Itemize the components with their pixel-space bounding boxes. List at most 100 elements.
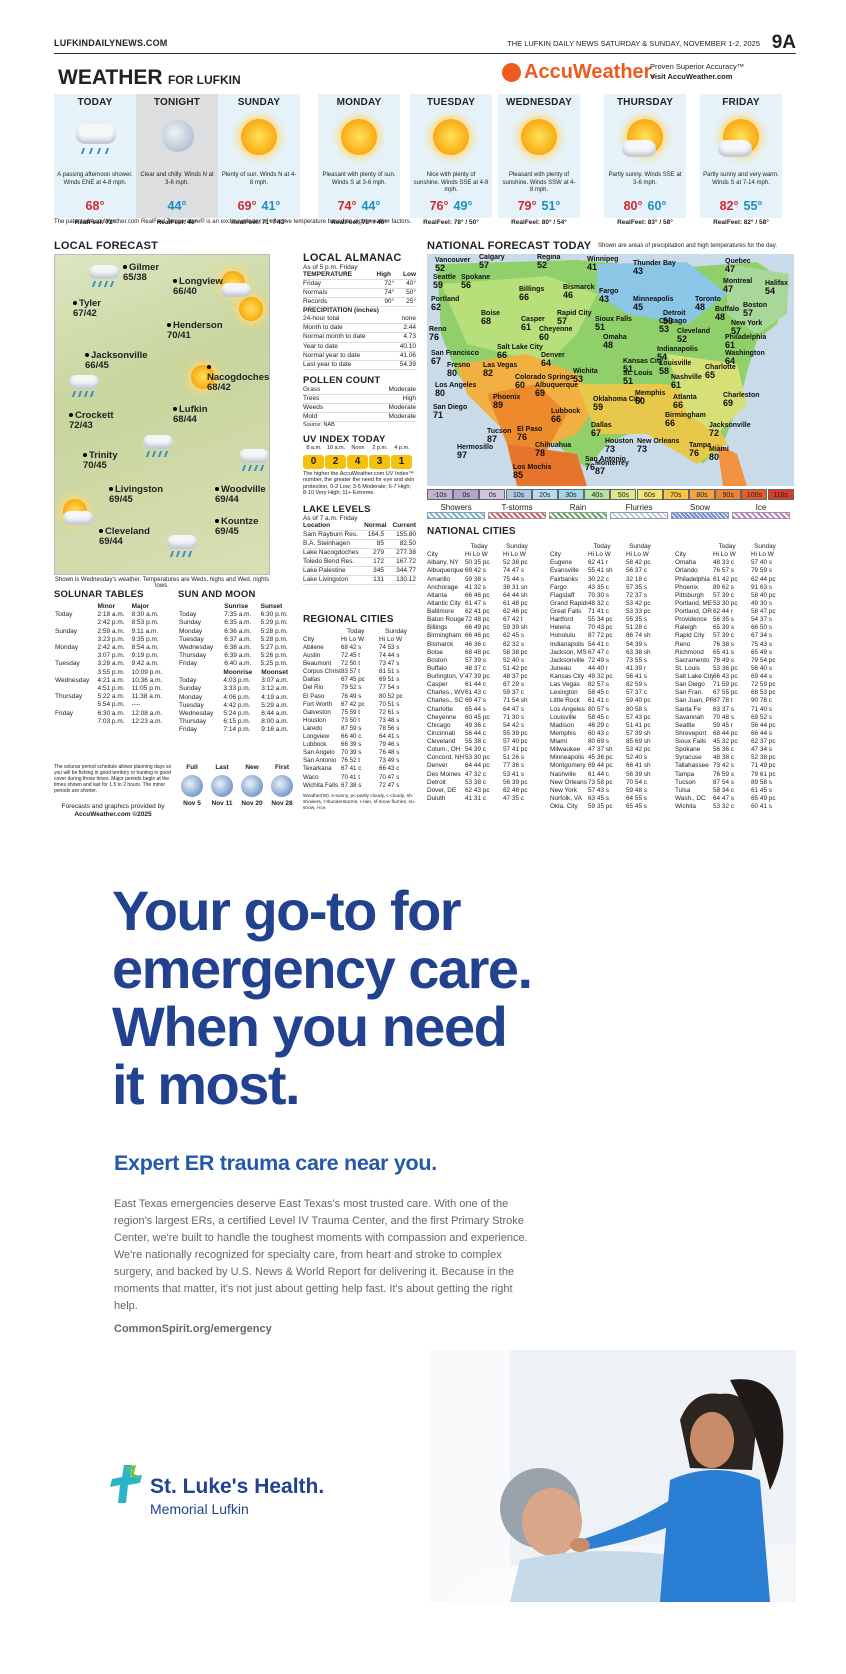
- solunar-minor: 5:54 p.m.: [97, 701, 125, 709]
- national-city-name: Wichita: [675, 803, 696, 810]
- national-today: 56 44 c: [465, 729, 486, 737]
- raindrop: [259, 465, 265, 471]
- temp-scale-12: 100s: [741, 489, 768, 500]
- national-city-row: Helena 70 43 pc 51 28 c: [550, 624, 659, 632]
- national-city-name: Charles., SC: [427, 697, 464, 705]
- realfeel: RealFeel: 72°: [74, 219, 116, 226]
- regional-row: Dallas 67 45 pc 69 51 s: [303, 676, 421, 684]
- national-city-name: Spokane: [675, 746, 701, 754]
- national-city-row: Duluth 41 31 c 47 35 c: [427, 795, 536, 803]
- regional-city: Beaumont: [303, 660, 332, 668]
- national-city-row: Madison 46 29 c 51 41 pc: [550, 722, 659, 730]
- map-city-name: Fresno: [447, 362, 471, 369]
- local-city-name: Tyler: [73, 299, 101, 309]
- raindrop: [145, 451, 151, 457]
- precip-swatch-showers: [427, 512, 485, 519]
- regional-city: Abilene: [303, 644, 324, 651]
- city-col: City: [427, 551, 439, 559]
- national-city-row: Boise 68 48 pc 58 38 pc: [427, 649, 536, 657]
- solunar-major: 11:38 a.m.: [131, 693, 162, 701]
- solunar-row: Today 2:18 a.m. 8:30 a.m.: [54, 611, 169, 619]
- map-city-name: Detroit: [663, 310, 686, 317]
- map-city-name: Casper: [521, 316, 545, 323]
- map-city-denver: Denver 64: [541, 352, 565, 368]
- almanac-temp-row: Records 90° 25°: [303, 298, 416, 308]
- rain-cloud-icon: [85, 261, 121, 293]
- solunar-title: SOLUNAR TABLES: [54, 589, 144, 600]
- rain-cloud-icon: [235, 445, 269, 477]
- national-today: 59 45 r: [713, 721, 733, 729]
- national-city-row: Providence 56 35 s 54 37 s: [675, 616, 784, 624]
- map-city-dallas: Dallas 67: [591, 422, 612, 438]
- realfeel: RealFeel: 78° / 50°: [423, 219, 479, 226]
- moon-phase-icon: [241, 775, 263, 797]
- raindrop: [96, 148, 102, 154]
- national-city-row: Great Falls 71 41 c 53 33 pc: [550, 608, 659, 616]
- pollen-title: POLLEN COUNT: [303, 374, 381, 386]
- spacer: [303, 628, 347, 636]
- solunar-major-header: Major: [131, 603, 149, 610]
- national-today: 53 30 pc: [713, 599, 738, 607]
- local-city-name: Cleveland: [99, 527, 150, 537]
- national-sunday: 63 38 sh: [626, 648, 651, 656]
- national-city-name: New Orleans: [550, 778, 587, 786]
- national-sunday: 77 36 s: [503, 762, 524, 770]
- map-city-name: Spokane: [461, 274, 491, 281]
- site-name[interactable]: LUFKINDAILYNEWS.COM: [54, 38, 168, 48]
- local-city-cleveland: Cleveland 69/44: [99, 527, 150, 547]
- national-city-name: Dover, DE: [427, 786, 457, 794]
- map-city-quebec: Quebec 47: [725, 258, 751, 274]
- solunar-major: 12:23 a.m.: [131, 717, 163, 725]
- forecast-day-description: Nice with plenty of sunshine. Winds SSE …: [413, 172, 489, 193]
- national-sunday: 38 31 sn: [503, 583, 528, 591]
- national-city-row: Chicago 49 36 c 54 42 s: [427, 722, 536, 730]
- national-sunday: 71 49 pc: [751, 762, 776, 770]
- map-city-temp: 48: [695, 302, 706, 312]
- regional-col-header: City Hi Lo W Hi Lo W: [303, 636, 421, 644]
- map-city-name: San Diego: [433, 404, 468, 411]
- map-city-lubbock: Lubbock 66: [551, 408, 580, 424]
- national-city-row: Salt Lake City 66 43 pc 69 44 s: [675, 673, 784, 681]
- national-city-row: Shreveport 68 44 pc 66 44 s: [675, 730, 784, 738]
- forecast-day-temps: 44°: [136, 199, 218, 213]
- local-city-name: Gilmer: [123, 263, 159, 273]
- almanac-precip-row: Normal month to date 4.73: [303, 333, 416, 343]
- uv-value: 0: [303, 454, 324, 469]
- moon-phase-icon: [211, 775, 233, 797]
- map-city-name: Boise: [481, 310, 501, 317]
- national-today: 76 59 s: [713, 770, 734, 778]
- solunar-major: 9:11 a.m.: [131, 627, 159, 635]
- moon-phase-new: New Nov 20: [238, 764, 266, 807]
- national-city-row: Fargo 43 35 c 57 35 s: [550, 584, 659, 592]
- national-forecast-title: NATIONAL FORECAST TODAY: [427, 240, 592, 252]
- map-city-boise: Boise 68: [481, 310, 500, 326]
- map-city-temp: 60: [635, 396, 646, 406]
- national-sunday: 51 28 c: [626, 624, 647, 632]
- map-city-boston: Boston 57: [743, 302, 767, 318]
- national-city-name: Atlantic City: [427, 599, 461, 607]
- regional-sunday: 72 61 s: [379, 708, 400, 716]
- regional-today: 76 49 s: [341, 692, 362, 700]
- moon-row: Tuesday 4:42 p.m. 5:29 a.m.: [178, 702, 296, 710]
- ad-url[interactable]: CommonSpirit.org/emergency: [114, 1323, 272, 1335]
- pollen-row: Trees High: [303, 395, 416, 405]
- national-city-row: Anchorage 41 32 s 38 31 sn: [427, 584, 536, 592]
- map-city-new-york: New York 57: [731, 320, 762, 336]
- city-dot: [85, 353, 89, 358]
- solunar-minor: 4:21 a.m.: [97, 676, 125, 684]
- map-city-temp: 69: [723, 398, 734, 408]
- regional-sunday: 76 48 s: [379, 749, 400, 757]
- sun-shape: [521, 119, 557, 155]
- national-today: 73 58 pc: [588, 778, 613, 786]
- local-city-name: Henderson: [167, 321, 223, 331]
- regional-row: Del Rio 79 52 s 77 54 s: [303, 684, 421, 692]
- national-city-name: Tucson: [675, 778, 696, 786]
- national-city-row: Baltimore 62 41 pc 62 46 pc: [427, 608, 536, 616]
- national-sunday: 56 40 s: [751, 664, 772, 672]
- national-map-shapes: [427, 254, 794, 486]
- hlw-col: Hi Lo W: [341, 636, 365, 643]
- national-city-name: Richmond: [675, 648, 704, 656]
- almanac-temp-row: Friday 72° 40°: [303, 280, 416, 290]
- regional-city: El Paso: [303, 692, 325, 700]
- map-city-detroit: Detroit 50: [663, 310, 686, 326]
